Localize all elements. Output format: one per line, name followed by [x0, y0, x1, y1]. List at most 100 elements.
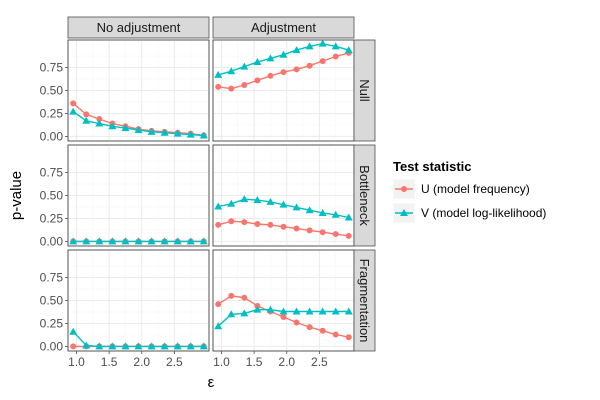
data-point-v	[344, 46, 353, 54]
data-point-u	[345, 232, 352, 239]
data-point-v	[214, 322, 223, 330]
col-strip-label: No adjustment	[97, 20, 181, 35]
data-point-v	[199, 342, 208, 350]
axes-layer: 0.00 0.25 0.50 0.75 0.00 0.25 0.50 0.75 0.00 0.25…	[40, 61, 328, 369]
data-point-u	[306, 227, 313, 234]
panel-null-no-adjustment	[67, 39, 210, 142]
data-point-v	[279, 50, 288, 58]
x-tick-label: 2.0	[278, 355, 295, 369]
y-tick-label: 0.50	[40, 189, 64, 203]
data-point-v	[344, 213, 353, 221]
data-point-u	[332, 53, 339, 60]
row-strip-bottleneck: Bottleneck	[353, 144, 376, 247]
data-point-v	[186, 130, 195, 138]
data-point-u	[280, 314, 287, 321]
data-point-v	[199, 131, 208, 139]
legend: Test statistic U (model frequency) V (mo…	[392, 159, 546, 224]
data-point-u	[241, 219, 248, 226]
y-tick-label: 0.50	[40, 84, 64, 98]
data-point-v	[134, 125, 143, 133]
data-point-u	[241, 81, 248, 88]
data-point-v	[305, 42, 314, 50]
data-point-u	[254, 220, 261, 227]
x-tick-label: 1.0	[68, 355, 85, 369]
data-point-v	[95, 342, 104, 350]
y-axis-title: p-value	[8, 171, 25, 220]
x-tick-label: 2.5	[166, 355, 183, 369]
data-point-v	[318, 208, 327, 216]
data-point-v	[214, 202, 223, 210]
panel-bottleneck-no-adjustment	[67, 144, 210, 247]
x-tick-label: 1.5	[246, 355, 263, 369]
data-point-v	[318, 307, 327, 315]
data-point-v	[147, 237, 156, 245]
data-point-v	[160, 342, 169, 350]
data-point-v	[253, 196, 262, 204]
data-point-v	[279, 200, 288, 208]
data-point-v	[253, 58, 262, 66]
data-point-u	[319, 58, 326, 65]
data-point-v	[95, 119, 104, 127]
data-point-v	[82, 341, 91, 349]
data-point-u	[345, 334, 352, 341]
data-point-u	[319, 327, 326, 334]
data-point-v	[227, 67, 236, 75]
data-point-v	[214, 70, 223, 78]
panel-null-adjustment	[212, 39, 355, 142]
data-point-v	[134, 342, 143, 350]
data-point-u	[83, 111, 90, 118]
data-point-u	[96, 115, 103, 122]
data-point-v	[186, 237, 195, 245]
data-point-v	[292, 203, 301, 211]
y-tick-label: 0.75	[40, 271, 64, 285]
data-point-v	[240, 309, 249, 317]
data-point-v	[266, 54, 275, 62]
data-point-v	[318, 39, 327, 47]
column-strips: No adjustment Adjustment	[67, 16, 355, 39]
x-tick-label: 1.0	[213, 355, 230, 369]
y-axis-fragmentation: 0.00 0.25 0.50 0.75	[40, 271, 68, 353]
data-point-v	[82, 237, 91, 245]
data-point-v	[240, 195, 249, 203]
data-point-v	[227, 310, 236, 318]
data-point-v	[121, 342, 130, 350]
panel-fragmentation-adjustment	[212, 249, 355, 352]
data-point-v	[331, 307, 340, 315]
data-point-u	[306, 62, 313, 69]
data-point-v	[173, 342, 182, 350]
panel-fragmentation-no-adjustment	[67, 249, 210, 352]
y-tick-label: 0.00	[40, 234, 64, 248]
data-point-u	[319, 229, 326, 236]
legend-label-u: U (model frequency)	[421, 182, 530, 196]
data-point-v	[121, 124, 130, 132]
y-tick-label: 0.75	[40, 166, 64, 180]
data-point-u	[293, 225, 300, 232]
data-point-v	[240, 62, 249, 70]
y-axis-null: 0.00 0.25 0.50 0.75	[40, 61, 68, 143]
data-point-v	[134, 237, 143, 245]
circle-marker-icon	[401, 186, 407, 192]
data-point-u	[293, 319, 300, 326]
y-tick-label: 0.50	[40, 294, 64, 308]
data-point-u	[228, 85, 235, 92]
row-strip-fragmentation: Fragmentation	[353, 249, 376, 352]
data-point-v	[292, 46, 301, 54]
y-tick-label: 0.25	[40, 106, 64, 120]
x-axis-adjustment: 1.0 1.5 2.0 2.5	[213, 351, 328, 369]
legend-entry-u: U (model frequency)	[392, 178, 530, 200]
data-point-v	[253, 305, 262, 313]
data-point-u	[332, 231, 339, 238]
data-point-v	[173, 129, 182, 137]
col-strip-adjustment: Adjustment	[212, 16, 355, 39]
col-strip-label: Adjustment	[251, 20, 316, 35]
x-tick-label: 2.0	[133, 355, 150, 369]
data-point-v	[279, 307, 288, 315]
row-strip-label: Null	[357, 79, 372, 102]
data-point-v	[186, 342, 195, 350]
y-tick-label: 0.25	[40, 211, 64, 225]
data-point-v	[305, 206, 314, 214]
data-point-v	[331, 210, 340, 218]
x-tick-label: 1.5	[101, 355, 118, 369]
data-point-u	[215, 83, 222, 90]
data-point-u	[293, 66, 300, 73]
